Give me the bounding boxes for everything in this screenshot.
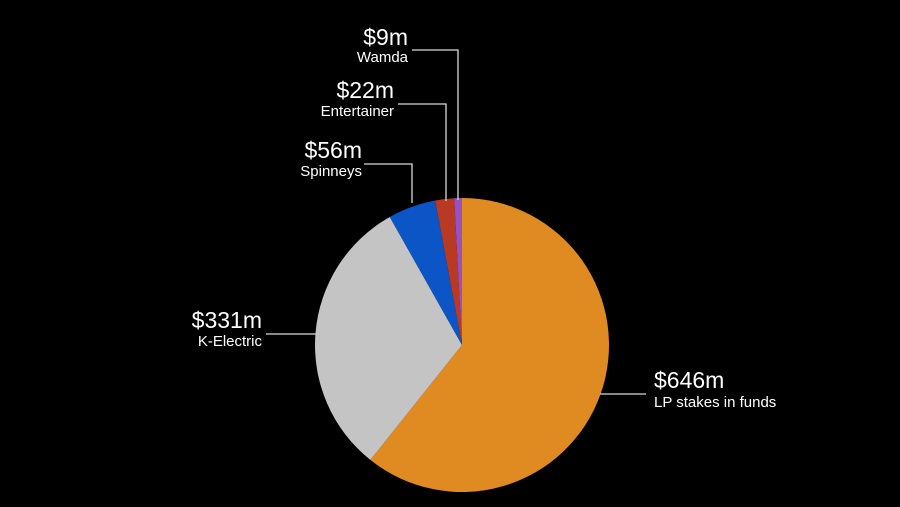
pie-slice-spinneys (389, 200, 462, 345)
data-label-category-wamda: Wamda (357, 49, 409, 66)
leader-line-entertainer (398, 103, 447, 201)
pie-slice-entertainer (435, 198, 462, 345)
data-label-category-entertainer: Entertainer (321, 103, 394, 120)
leader-line-wamda (412, 49, 459, 200)
pie-slice-lp-stakes-in-funds (370, 198, 610, 492)
data-label-category-spinneys: Spinneys (300, 163, 362, 180)
pie-slice-k-electric (315, 216, 462, 460)
data-label-category-k-electric: K-Electric (198, 333, 263, 350)
data-label-value-k-electric: $331m (192, 307, 262, 333)
data-label-value-lp-stakes: $646m (654, 367, 724, 393)
leader-line-spinneys (364, 163, 413, 203)
pie-slice-wamda (454, 198, 462, 345)
pie-slices (315, 198, 610, 492)
data-label-value-spinneys: $56m (304, 137, 362, 163)
data-label-value-wamda: $9m (363, 24, 408, 50)
data-label-value-entertainer: $22m (336, 77, 394, 103)
data-label-category-lp-stakes: LP stakes in funds (654, 394, 776, 411)
